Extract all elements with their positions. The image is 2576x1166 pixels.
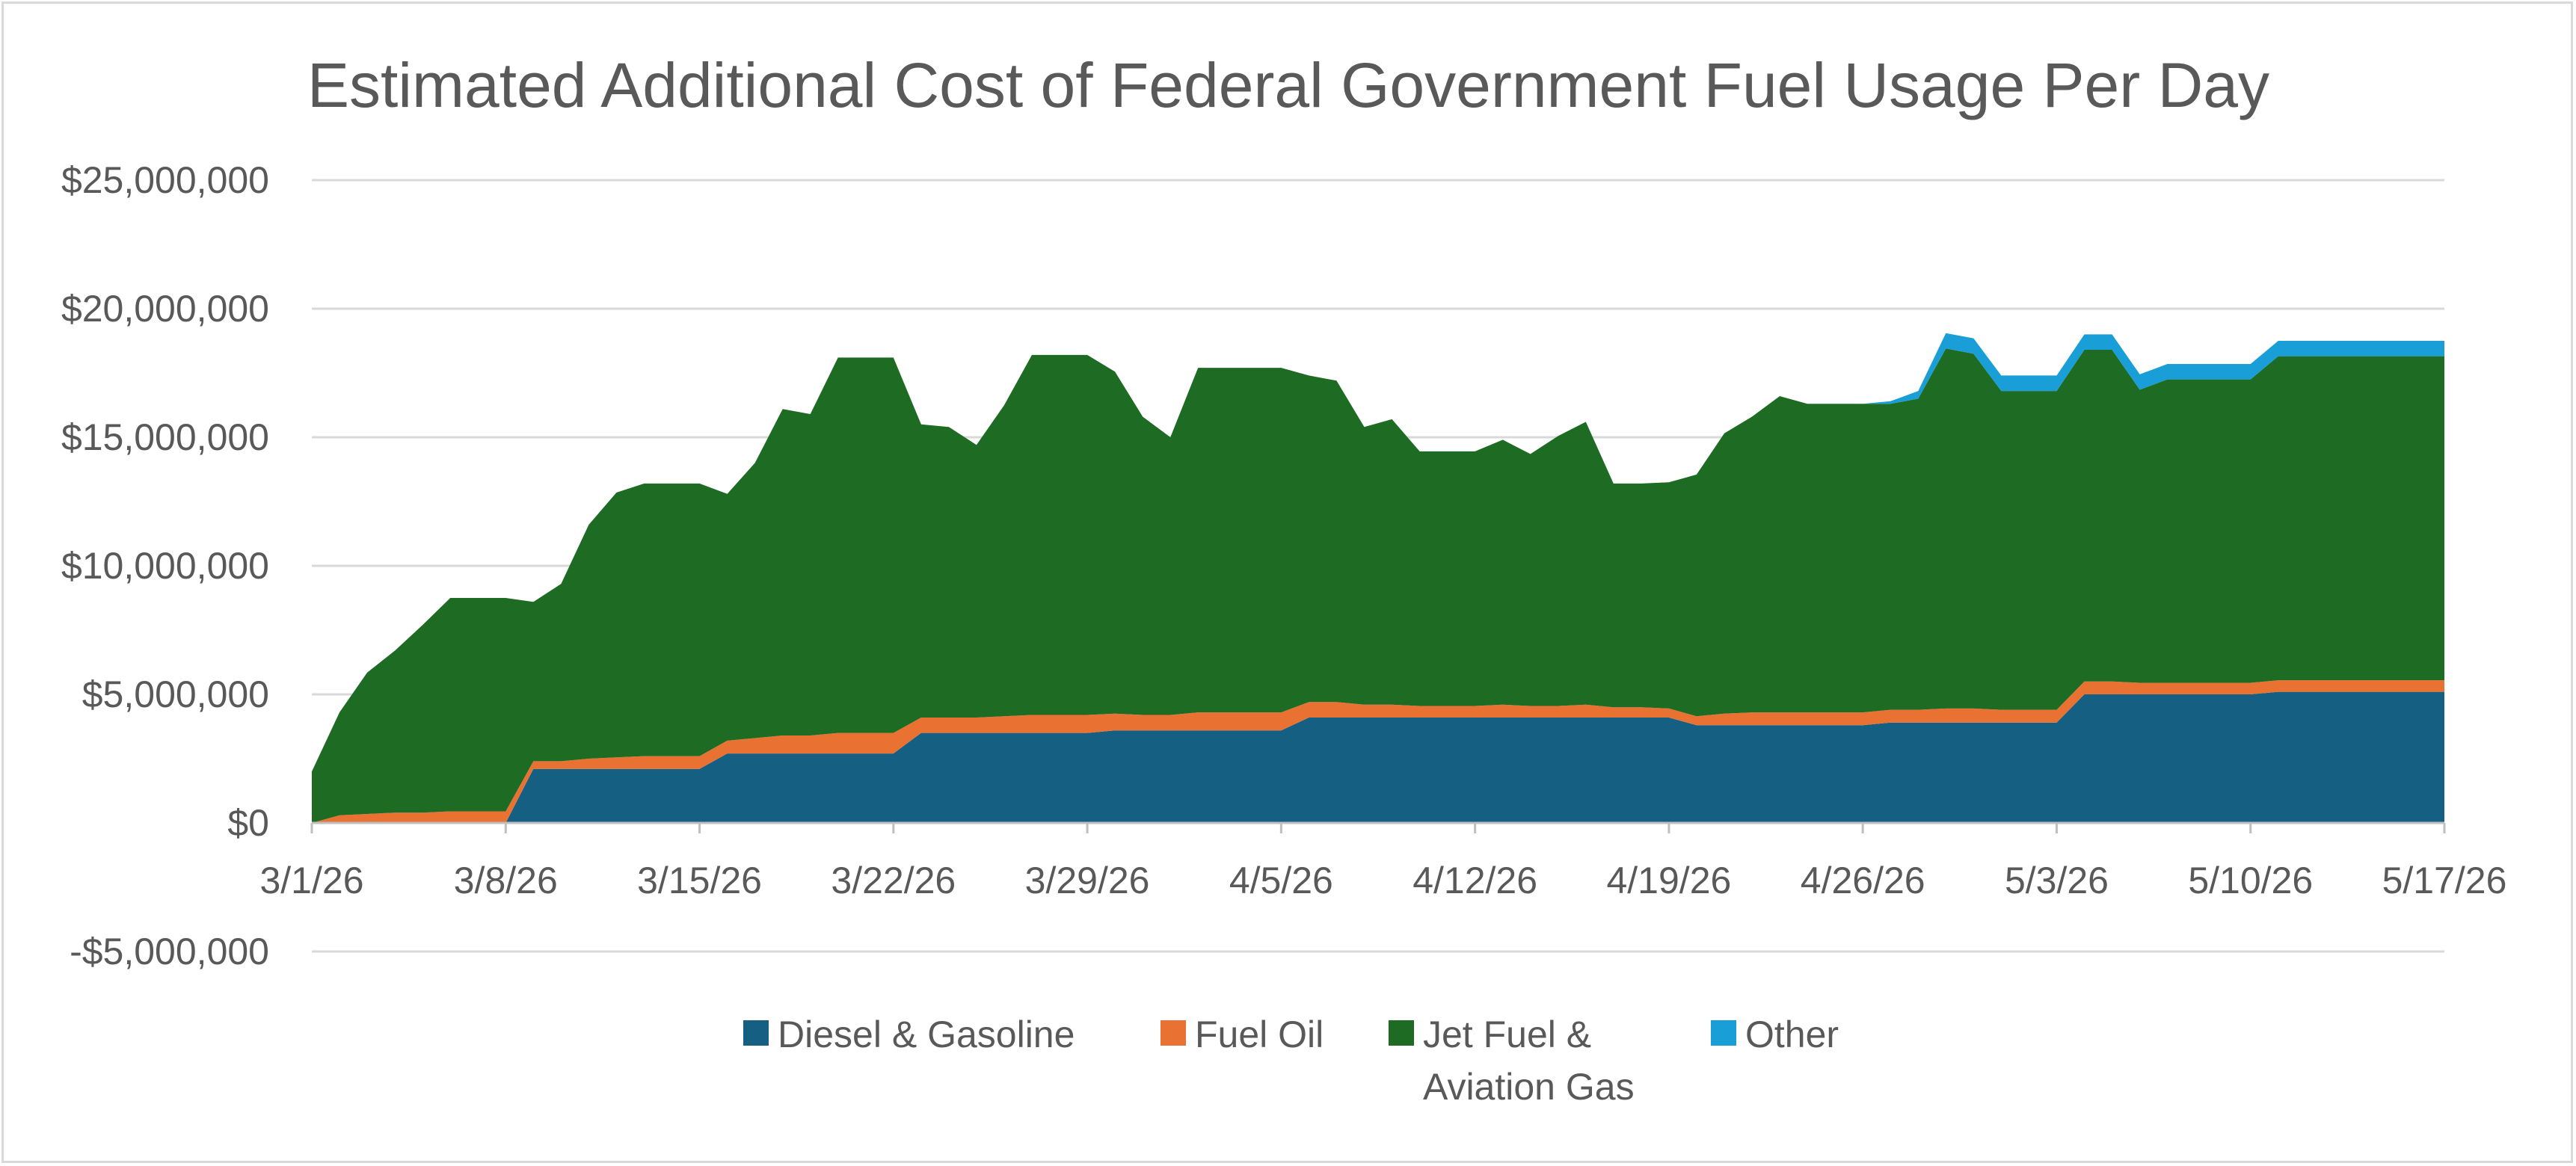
legend-label: Fuel Oil <box>1195 1014 1324 1055</box>
legend-label: Diesel & Gasoline <box>778 1014 1075 1055</box>
y-tick-label: $25,000,000 <box>61 159 269 201</box>
legend-label-line: Aviation Gas <box>1423 1066 1635 1108</box>
area-jet-fuel-aviation-gas <box>312 348 2444 823</box>
x-tick-label: 5/3/26 <box>2005 860 2109 901</box>
plot-areas <box>312 333 2444 823</box>
legend-item-diesel-gasoline: Diesel & Gasoline <box>743 1014 1075 1055</box>
legend: Diesel & Gasoline Fuel Oil Jet Fuel & Aviat… <box>743 1014 1839 1108</box>
x-tick-label: 4/26/26 <box>1801 860 1925 901</box>
legend-label-line: Other <box>1745 1014 1839 1055</box>
x-tick-label: 3/29/26 <box>1025 860 1150 901</box>
legend-swatch <box>743 1020 769 1046</box>
legend-label-line: Diesel & Gasoline <box>778 1014 1075 1055</box>
legend-item-other: Other <box>1711 1014 1839 1055</box>
legend-label: Jet Fuel & Aviation Gas <box>1423 1014 1635 1108</box>
x-tick-label: 3/22/26 <box>831 860 956 901</box>
area-fuel-oil <box>312 680 2444 823</box>
axes: -$5,000,000 $0 $5,000,000 $10,000,000 $15,00… <box>61 159 2506 972</box>
legend-label-line: Fuel Oil <box>1195 1014 1324 1055</box>
y-tick-label: $20,000,000 <box>61 288 269 330</box>
x-tick-label: 4/19/26 <box>1606 860 1731 901</box>
area-other <box>312 333 2444 772</box>
x-tick-label: 4/12/26 <box>1413 860 1537 901</box>
x-tick-label: 5/17/26 <box>2382 860 2507 901</box>
legend-item-fuel-oil: Fuel Oil <box>1161 1014 1324 1055</box>
legend-label: Other <box>1745 1014 1839 1055</box>
x-tick-label: 4/5/26 <box>1229 860 1333 901</box>
area-diesel-gasoline <box>312 691 2444 823</box>
x-tick-label: 3/8/26 <box>454 860 558 901</box>
legend-swatch <box>1711 1020 1736 1046</box>
y-tick-label: $5,000,000 <box>82 673 269 715</box>
x-tick-label: 3/1/26 <box>259 860 363 901</box>
y-tick-label: -$5,000,000 <box>70 931 269 972</box>
legend-item-jet-fuel-aviation-gas: Jet Fuel & Aviation Gas <box>1389 1014 1635 1108</box>
chart-title: Estimated Additional Cost of Federal Gov… <box>307 50 2269 120</box>
legend-swatch <box>1161 1020 1186 1046</box>
y-tick-label: $0 <box>227 802 269 844</box>
x-tick-label: 3/15/26 <box>637 860 762 901</box>
legend-swatch <box>1389 1020 1414 1046</box>
y-tick-label: $10,000,000 <box>61 545 269 587</box>
y-tick-label: $15,000,000 <box>61 416 269 458</box>
legend-label-line: Jet Fuel & <box>1423 1014 1591 1055</box>
x-tick-label: 5/10/26 <box>2188 860 2313 901</box>
chart-svg: Estimated Additional Cost of Federal Gov… <box>61 50 2506 1108</box>
